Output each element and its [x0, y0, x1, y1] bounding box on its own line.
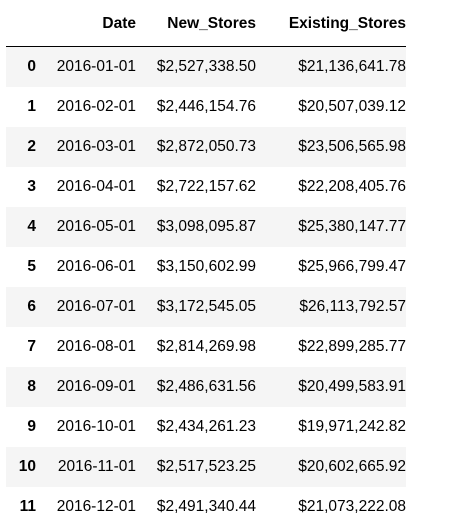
new-stores-cell: $3,150,602.99: [156, 258, 256, 275]
index-header: [6, 4, 36, 47]
new-stores-cell: $2,527,338.50: [156, 58, 256, 75]
existing-stores-cell: $26,113,792.57: [299, 298, 406, 315]
existing-stores-cell: $20,507,039.12: [298, 98, 406, 115]
date-cell: 2016-06-01: [56, 258, 136, 275]
date-cell: 2016-02-01: [56, 98, 136, 115]
table-body: 0 2016-01-01 $2,527,338.50 $21,136,641.7…: [6, 46, 406, 527]
new-stores-cell: $2,722,157.62: [156, 178, 256, 195]
table-header: Date New_Stores Existing_Stores: [6, 4, 406, 47]
column-header-date: Date: [36, 4, 136, 47]
table-row: 1 2016-02-01 $2,446,154.76 $20,507,039.1…: [6, 87, 406, 127]
table-row: 2 2016-03-01 $2,872,050.73 $23,506,565.9…: [6, 127, 406, 167]
table-row: 9 2016-10-01 $2,434,261.23 $19,971,242.8…: [6, 407, 406, 447]
existing-stores-cell: $20,602,665.92: [298, 458, 406, 475]
existing-stores-cell: $19,971,242.82: [298, 418, 406, 435]
existing-stores-cell: $23,506,565.98: [298, 138, 406, 155]
row-index: 4: [27, 218, 36, 235]
existing-stores-cell: $22,899,285.77: [298, 338, 406, 355]
table-row: 7 2016-08-01 $2,814,269.98 $22,899,285.7…: [6, 327, 406, 367]
existing-stores-cell: $21,073,222.08: [298, 498, 406, 515]
column-header-new-stores: New_Stores: [136, 4, 256, 47]
table-row: 3 2016-04-01 $2,722,157.62 $22,208,405.7…: [6, 167, 406, 207]
existing-stores-cell: $25,966,799.47: [298, 258, 406, 275]
table-row: 0 2016-01-01 $2,527,338.50 $21,136,641.7…: [6, 46, 406, 87]
dataframe-table: Date New_Stores Existing_Stores 0 2016-0…: [6, 4, 406, 527]
date-cell: 2016-08-01: [56, 338, 136, 355]
new-stores-cell: $2,434,261.23: [156, 418, 256, 435]
existing-stores-cell: $20,499,583.91: [298, 378, 406, 395]
date-cell: 2016-04-01: [56, 178, 136, 195]
row-index: 10: [18, 458, 36, 475]
new-stores-cell: $2,814,269.98: [156, 338, 256, 355]
date-cell: 2016-12-01: [56, 498, 136, 515]
new-stores-cell: $2,446,154.76: [156, 98, 256, 115]
row-index: 1: [27, 98, 36, 115]
new-stores-cell: $2,491,340.44: [156, 498, 256, 515]
table-row: 5 2016-06-01 $3,150,602.99 $25,966,799.4…: [6, 247, 406, 287]
new-stores-cell: $2,486,631.56: [156, 378, 256, 395]
table-row: 10 2016-11-01 $2,517,523.25 $20,602,665.…: [6, 447, 406, 487]
table-row: 8 2016-09-01 $2,486,631.56 $20,499,583.9…: [6, 367, 406, 407]
column-header-existing-stores: Existing_Stores: [256, 4, 406, 47]
new-stores-cell: $2,517,523.25: [156, 458, 256, 475]
existing-stores-cell: $25,380,147.77: [298, 218, 406, 235]
table-row: 11 2016-12-01 $2,491,340.44 $21,073,222.…: [6, 487, 406, 527]
date-cell: 2016-05-01: [56, 218, 136, 235]
row-index: 8: [27, 378, 36, 395]
existing-stores-cell: $22,208,405.76: [298, 178, 406, 195]
existing-stores-cell: $21,136,641.78: [298, 58, 406, 75]
date-cell: 2016-03-01: [56, 138, 136, 155]
date-cell: 2016-10-01: [56, 418, 136, 435]
table-row: 4 2016-05-01 $3,098,095.87 $25,380,147.7…: [6, 207, 406, 247]
date-cell: 2016-09-01: [56, 378, 136, 395]
table-row: 6 2016-07-01 $3,172,545.05 $26,113,792.5…: [6, 287, 406, 327]
row-index: 3: [27, 178, 36, 195]
new-stores-cell: $2,872,050.73: [156, 138, 256, 155]
date-cell: 2016-11-01: [57, 458, 136, 475]
row-index: 5: [27, 258, 36, 275]
row-index: 7: [27, 338, 36, 355]
new-stores-cell: $3,098,095.87: [156, 218, 256, 235]
row-index: 11: [19, 498, 36, 515]
row-index: 0: [27, 58, 36, 75]
row-index: 6: [27, 298, 36, 315]
date-cell: 2016-07-01: [56, 298, 136, 315]
row-index: 9: [27, 418, 36, 435]
new-stores-cell: $3,172,545.05: [156, 298, 256, 315]
date-cell: 2016-01-01: [56, 58, 136, 75]
row-index: 2: [27, 138, 36, 155]
header-row: Date New_Stores Existing_Stores: [6, 4, 406, 47]
